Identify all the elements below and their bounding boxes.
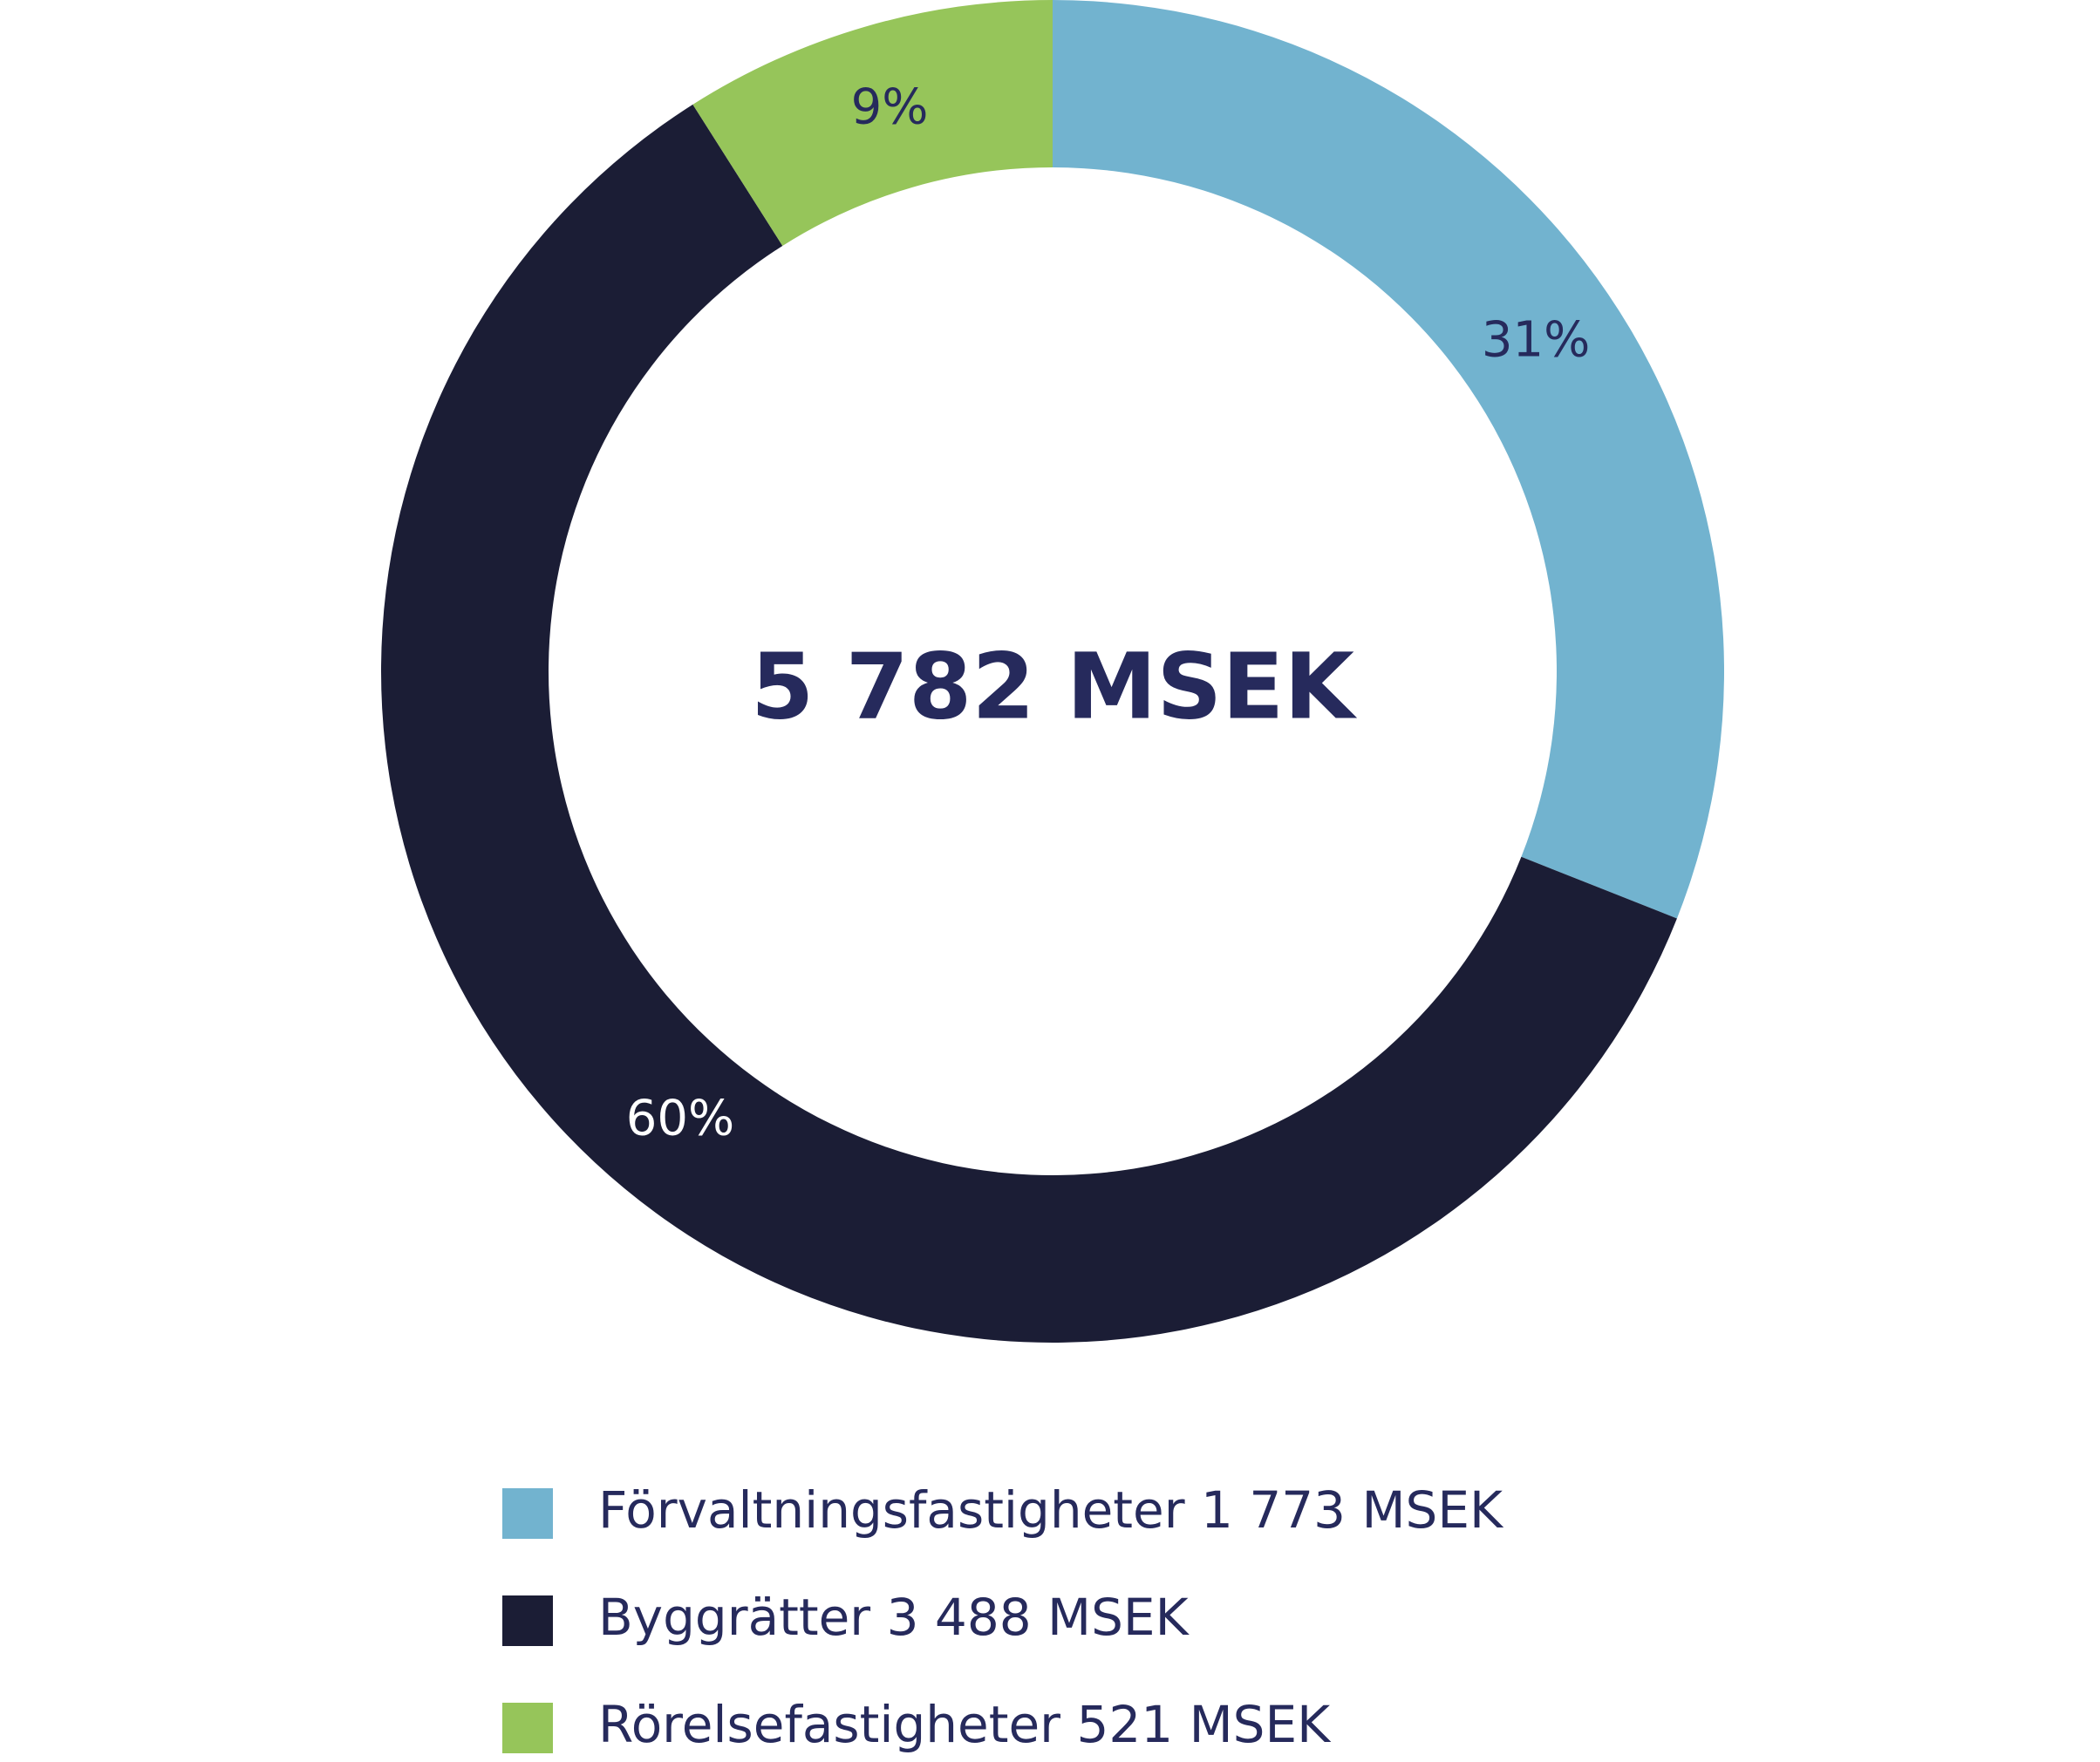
donut-segment [692, 0, 1053, 246]
center-label: 5 782 MSEK [751, 633, 1357, 739]
value-label: 60% [626, 1090, 734, 1146]
donut-segment [1053, 0, 1724, 919]
legend-label: Byggrätter 3 488 MSEK [598, 1588, 1190, 1647]
legend-label: Förvaltningsfastigheter 1 773 MSEK [598, 1480, 1504, 1540]
legend-swatch [502, 1703, 553, 1753]
value-label: 9% [851, 79, 929, 136]
legend-label: Rörelsefastigheter 521 MSEK [598, 1695, 1332, 1754]
legend-swatch [502, 1488, 553, 1539]
legend-swatch [502, 1595, 553, 1646]
value-label: 31% [1482, 312, 1590, 369]
